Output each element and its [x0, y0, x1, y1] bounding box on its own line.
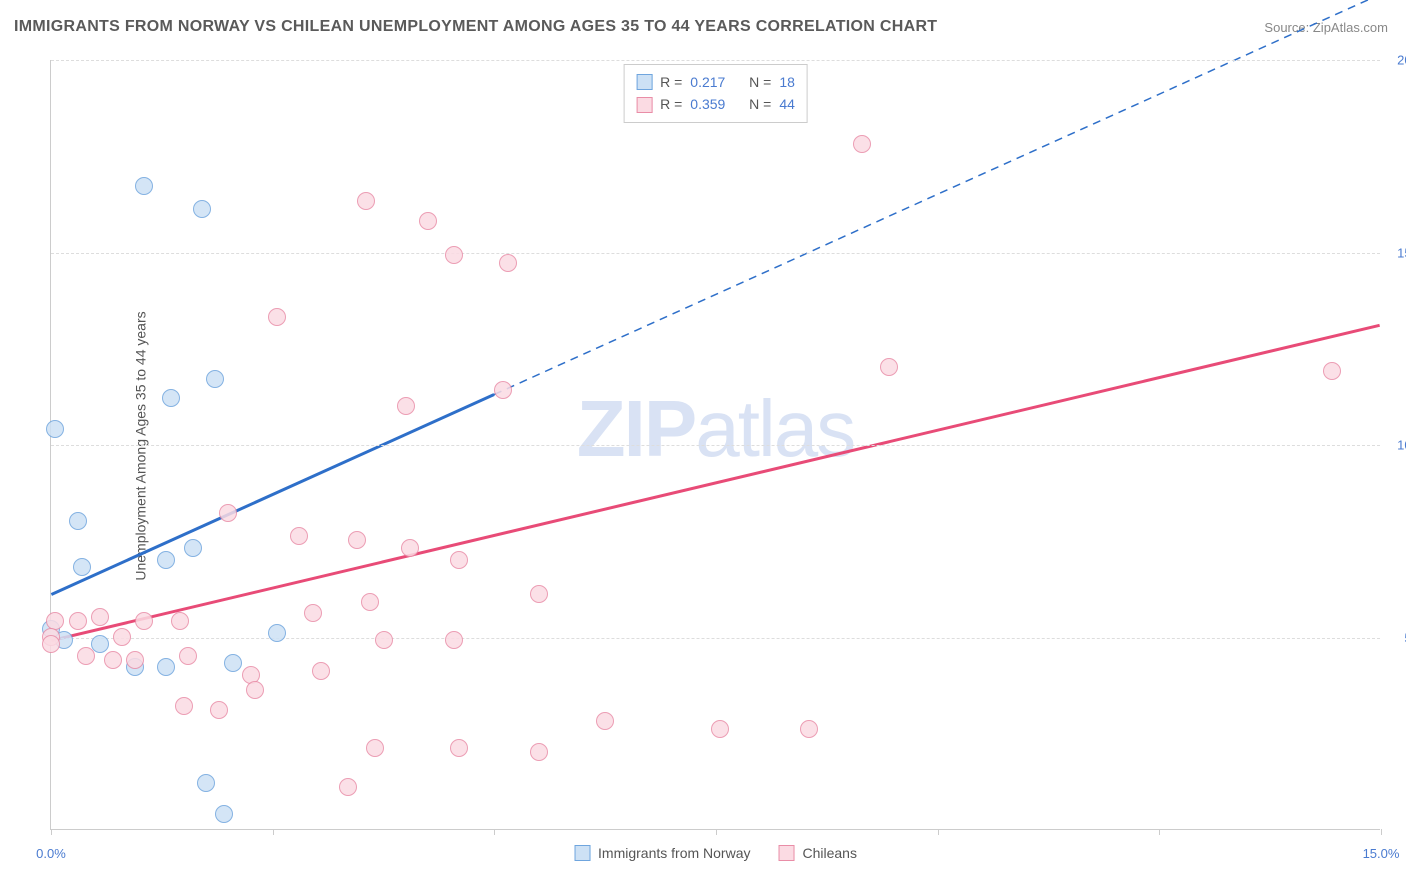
swatch-norway — [574, 845, 590, 861]
scatter-point-chileans — [69, 612, 87, 630]
scatter-point-norway — [184, 539, 202, 557]
swatch-chileans — [778, 845, 794, 861]
swatch-norway — [636, 74, 652, 90]
scatter-point-norway — [73, 558, 91, 576]
legend-stats-row-norway: R = 0.217 N = 18 — [636, 71, 795, 93]
scatter-point-chileans — [375, 631, 393, 649]
x-tick — [273, 829, 274, 835]
scatter-point-chileans — [126, 651, 144, 669]
scatter-point-chileans — [445, 246, 463, 264]
scatter-point-chileans — [711, 720, 729, 738]
legend-label-norway: Immigrants from Norway — [598, 845, 750, 861]
scatter-point-chileans — [361, 593, 379, 611]
scatter-point-chileans — [290, 527, 308, 545]
y-tick-label: 20.0% — [1397, 53, 1406, 68]
scatter-point-chileans — [104, 651, 122, 669]
scatter-point-norway — [157, 551, 175, 569]
x-tick — [938, 829, 939, 835]
scatter-point-chileans — [135, 612, 153, 630]
scatter-point-chileans — [800, 720, 818, 738]
scatter-point-chileans — [357, 192, 375, 210]
x-tick — [1159, 829, 1160, 835]
legend-item-chileans: Chileans — [778, 845, 856, 861]
scatter-point-norway — [197, 774, 215, 792]
trend-line — [51, 395, 494, 595]
scatter-point-chileans — [246, 681, 264, 699]
scatter-point-norway — [224, 654, 242, 672]
scatter-point-chileans — [91, 608, 109, 626]
legend-stats-row-chileans: R = 0.359 N = 44 — [636, 93, 795, 115]
legend-stats: R = 0.217 N = 18 R = 0.359 N = 44 — [623, 64, 808, 123]
scatter-point-norway — [268, 624, 286, 642]
scatter-point-chileans — [219, 504, 237, 522]
scatter-point-chileans — [210, 701, 228, 719]
scatter-point-chileans — [499, 254, 517, 272]
r-value-chileans: 0.359 — [690, 93, 725, 115]
legend-series: Immigrants from Norway Chileans — [574, 845, 857, 861]
scatter-point-chileans — [304, 604, 322, 622]
gridline — [51, 60, 1380, 61]
y-tick-label: 15.0% — [1397, 245, 1406, 260]
n-value-chileans: 44 — [779, 93, 795, 115]
scatter-point-chileans — [494, 381, 512, 399]
scatter-point-chileans — [401, 539, 419, 557]
scatter-point-chileans — [339, 778, 357, 796]
scatter-point-chileans — [450, 551, 468, 569]
trend-line — [51, 325, 1379, 640]
scatter-point-norway — [135, 177, 153, 195]
x-tick — [1381, 829, 1382, 835]
scatter-point-chileans — [853, 135, 871, 153]
legend-item-norway: Immigrants from Norway — [574, 845, 750, 861]
scatter-point-chileans — [179, 647, 197, 665]
scatter-point-chileans — [171, 612, 189, 630]
scatter-point-chileans — [530, 585, 548, 603]
n-prefix: N = — [749, 71, 771, 93]
n-prefix: N = — [749, 93, 771, 115]
scatter-point-norway — [193, 200, 211, 218]
gridline — [51, 445, 1380, 446]
scatter-point-norway — [162, 389, 180, 407]
scatter-point-chileans — [348, 531, 366, 549]
r-value-norway: 0.217 — [690, 71, 725, 93]
gridline — [51, 253, 1380, 254]
source-label: Source: — [1264, 20, 1309, 35]
scatter-point-chileans — [450, 739, 468, 757]
n-value-norway: 18 — [779, 71, 795, 93]
scatter-point-chileans — [596, 712, 614, 730]
r-prefix: R = — [660, 71, 682, 93]
scatter-point-chileans — [312, 662, 330, 680]
scatter-point-chileans — [397, 397, 415, 415]
r-prefix: R = — [660, 93, 682, 115]
x-tick — [51, 829, 52, 835]
scatter-point-norway — [206, 370, 224, 388]
x-tick-label: 15.0% — [1363, 846, 1400, 861]
scatter-point-chileans — [1323, 362, 1341, 380]
x-tick — [494, 829, 495, 835]
chart-title: IMMIGRANTS FROM NORWAY VS CHILEAN UNEMPL… — [14, 18, 937, 36]
scatter-point-norway — [215, 805, 233, 823]
scatter-point-chileans — [42, 635, 60, 653]
y-tick-label: 10.0% — [1397, 438, 1406, 453]
scatter-point-chileans — [366, 739, 384, 757]
chart-container: IMMIGRANTS FROM NORWAY VS CHILEAN UNEMPL… — [0, 0, 1406, 892]
scatter-point-chileans — [268, 308, 286, 326]
swatch-chileans — [636, 97, 652, 113]
scatter-point-chileans — [530, 743, 548, 761]
scatter-point-norway — [46, 420, 64, 438]
scatter-point-chileans — [175, 697, 193, 715]
scatter-point-norway — [69, 512, 87, 530]
scatter-point-chileans — [77, 647, 95, 665]
plot-area: ZIPatlas R = 0.217 N = 18 R = 0.359 N = … — [50, 60, 1380, 830]
scatter-point-chileans — [445, 631, 463, 649]
x-tick-label: 0.0% — [36, 846, 66, 861]
scatter-point-chileans — [880, 358, 898, 376]
gridline — [51, 638, 1380, 639]
scatter-point-chileans — [113, 628, 131, 646]
source-attribution: Source: ZipAtlas.com — [1264, 20, 1388, 35]
x-tick — [716, 829, 717, 835]
scatter-point-norway — [157, 658, 175, 676]
scatter-point-chileans — [419, 212, 437, 230]
legend-label-chileans: Chileans — [802, 845, 856, 861]
source-name: ZipAtlas.com — [1313, 20, 1388, 35]
